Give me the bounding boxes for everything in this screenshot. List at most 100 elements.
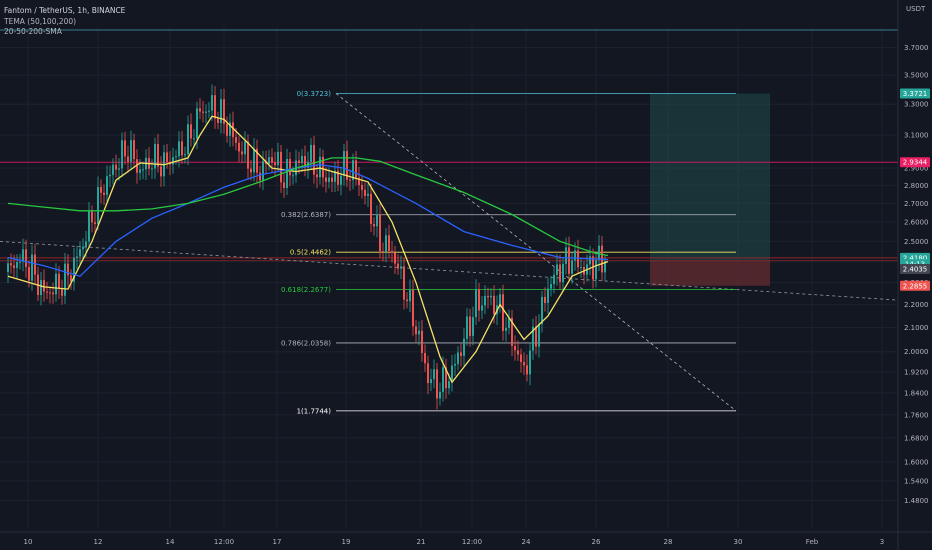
candle-body [475,289,477,318]
candle-body [490,295,492,298]
candle-body [358,177,360,186]
currency-label: USDT [906,5,926,13]
candle-body [376,214,378,227]
candle-body [172,157,174,165]
candle-body [421,330,423,353]
x-tick-label: 14 [166,538,175,546]
candle-body [10,263,12,266]
candle-body [451,365,453,382]
indicator-tema[interactable]: TEMA (50,100,200) [4,17,77,26]
y-tick-label: 1.7600 [904,411,929,419]
candle-body [424,352,426,364]
candle-body [94,222,96,224]
target-zone [650,93,770,261]
candle-body [79,249,81,257]
candle-body [76,256,78,258]
ma-line [7,157,609,257]
x-tick-label: 12:00 [214,538,234,546]
candle-body [142,169,144,171]
candle-body [244,141,246,155]
candle-body [571,260,573,274]
candle-body [256,148,258,173]
y-tick-label: 2.2000 [904,301,929,309]
candle-body [550,283,552,289]
candle-body [31,254,33,281]
symbol-title[interactable]: Fantom / TetherUS, 1h, BINANCE [4,6,126,15]
candle-body [268,157,270,164]
candle-body [73,257,75,282]
fib-level-label: 0.786(2.0358) [281,339,331,347]
candle-body [523,362,525,366]
candle-body [58,273,60,288]
candle-body [118,168,120,170]
price-tag-label: 2.2855 [903,282,928,290]
candle-body [445,367,447,389]
candle-body [97,186,99,224]
candle-body [379,214,381,252]
candle-body [484,295,486,306]
candle-body [427,363,429,384]
candle-body [250,168,252,173]
y-tick-label: 2.7000 [904,200,929,208]
price-axis[interactable]: 3.7000 3.5000 3.3000 3.1000 2.9000 2.8000 2.70… [897,0,929,550]
candle-body [211,95,213,111]
y-tick-label: 2.8000 [904,182,929,190]
candle-body [589,256,591,265]
candle-body [277,151,279,166]
candle-body [190,124,192,139]
candle-body [178,141,180,157]
y-tick-label: 2.9000 [904,165,929,173]
x-tick-label: 26 [592,538,601,546]
candle-body [28,266,30,281]
x-tick-label: 17 [273,538,282,546]
candle-body [64,263,66,296]
candle-body [286,159,288,189]
position-tool[interactable] [650,93,770,286]
candle-body [151,168,153,170]
candle-body [217,118,219,123]
y-tick-label: 1.9200 [904,368,929,376]
candle-body [535,326,537,347]
candle-body [370,193,372,224]
candle-body [598,245,600,261]
candle-body [367,193,369,196]
candle-body [337,170,339,185]
y-tick-label: 1.5400 [904,477,929,485]
candle-body [397,263,399,269]
candle-body [154,144,156,169]
candle-body [259,172,261,181]
candle-body [208,110,210,112]
candle-body [568,247,570,274]
y-tick-label: 1.8400 [904,389,929,397]
candle-body [391,250,393,253]
candle-body [103,192,105,195]
candle-body [253,148,255,173]
candle-body [565,247,567,264]
candle-body [322,156,324,178]
candle-body [196,108,198,139]
time-axis[interactable]: 10 12 14 12:00 17 19 21 12:00 24 26 28 30 Feb 3 [0,531,932,546]
candle-body [19,261,21,263]
candle-body [262,161,264,181]
candle-body [106,176,108,195]
candle-body [67,263,69,276]
candle-body [403,266,405,300]
x-tick-label: 24 [522,538,531,546]
y-tick-label: 1.4800 [904,497,929,505]
indicator-sma[interactable]: 20-50-200-SMA [4,27,62,36]
candle-body [271,157,273,163]
candle-body [418,330,420,335]
candle-body [388,235,390,251]
candle-body [328,177,330,182]
candle-body [115,164,117,170]
candle-body [91,211,93,223]
candle-body [499,294,501,306]
ma-line [7,115,609,384]
candle-body [274,162,276,166]
candle-body [505,327,507,331]
candle-body [520,354,522,363]
candle-body [541,296,543,324]
candle-body [457,352,459,364]
price-tag [900,88,930,99]
